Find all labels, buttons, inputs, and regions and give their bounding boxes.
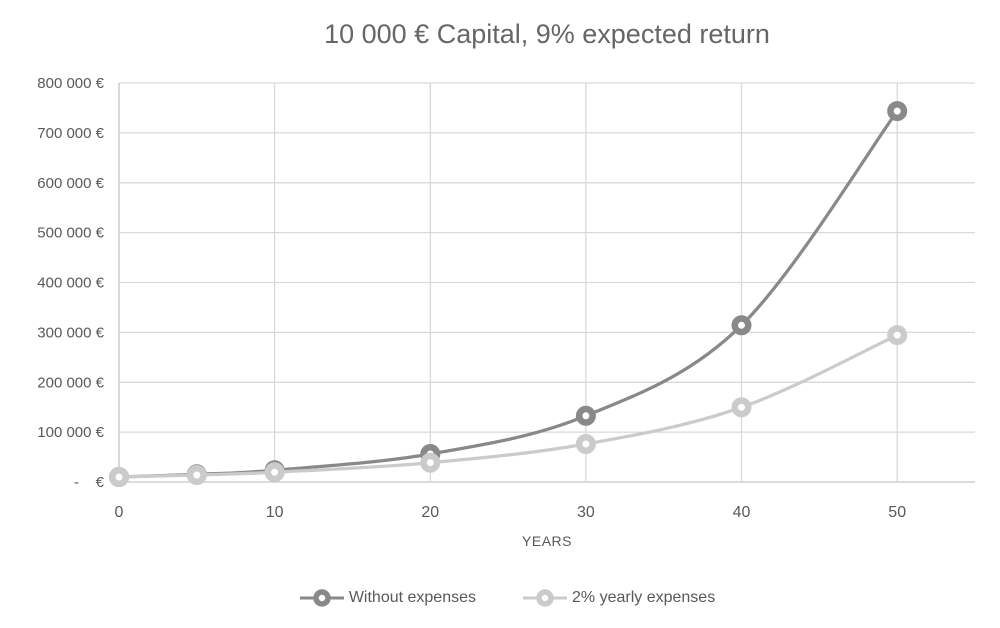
x-tick-label: 20 [421,504,439,521]
x-tick-label: 10 [266,504,284,521]
series-marker-1 [420,452,441,473]
y-tick-label: 300 000 € [37,324,104,341]
y-tick-label: - € [74,474,105,491]
series-marker-1 [575,434,596,454]
legend-item-2pct-yearly-expenses: 2% yearly expenses [522,587,715,609]
y-tick-label: 100 000 € [37,424,104,441]
series-marker-0 [887,101,908,122]
y-tick-label: 500 000 € [37,225,104,242]
plot-area: - € 100 000 € 200 000 € 300 000 € 400 000 € 5… [37,75,975,549]
y-tick-label: 700 000 € [37,125,104,142]
y-tick-label: 200 000 € [37,374,104,391]
series-line-0 [117,109,899,479]
y-tick-label: 600 000 € [37,175,104,192]
x-tick-label: 40 [733,504,751,521]
x-axis-title: YEARS [522,533,572,549]
series-marker-1 [731,397,752,418]
legend-marker-without-expenses-icon [299,589,344,607]
series-marker-0 [731,315,752,336]
x-tick-label: 50 [888,504,906,521]
series-marker-1 [887,325,908,346]
series-marker-1 [109,467,129,487]
legend-marker-2pct-yearly-expenses-icon [523,589,567,607]
x-tick-label: 0 [115,504,124,521]
legend-item-without-expenses: Without expenses [299,587,476,609]
legend: Without expenses 2% yearly expenses [0,584,1000,612]
legend-label-without-expenses: Without expenses [348,589,476,606]
series-line-1 [117,333,899,479]
legend-label-2pct-yearly-expenses: 2% yearly expenses [572,589,716,606]
y-tick-label: 800 000 € [37,75,104,92]
series-marker-1 [264,462,285,483]
x-tick-label: 30 [577,504,595,521]
series-marker-0 [575,405,596,426]
chart-title: 10 000 € Capital, 9% expected return [324,19,770,49]
y-tick-label: 400 000 € [37,275,104,292]
series-marker-1 [186,465,207,485]
